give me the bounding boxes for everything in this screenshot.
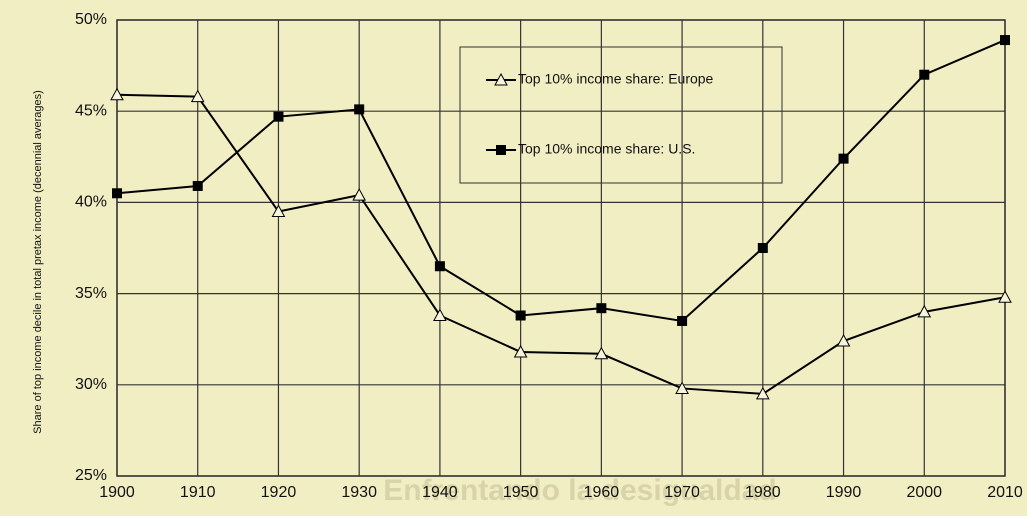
x-tick-label: 2010 bbox=[987, 484, 1023, 501]
legend-marker bbox=[496, 145, 506, 155]
x-tick-label: 1940 bbox=[422, 484, 458, 501]
marker bbox=[515, 310, 526, 321]
x-tick-label: 2000 bbox=[906, 484, 942, 501]
marker bbox=[271, 204, 286, 218]
marker bbox=[677, 315, 688, 326]
x-tick-label: 1900 bbox=[99, 484, 135, 501]
x-tick-label: 1990 bbox=[826, 484, 862, 501]
watermark: Enfrentando la desigualdad bbox=[383, 474, 776, 507]
marker bbox=[433, 308, 447, 321]
marker bbox=[354, 104, 365, 115]
marker bbox=[434, 261, 445, 272]
marker bbox=[919, 69, 930, 80]
marker bbox=[838, 153, 849, 164]
marker bbox=[836, 333, 851, 347]
x-tick-label: 1910 bbox=[180, 484, 216, 501]
marker bbox=[190, 89, 205, 103]
marker bbox=[596, 303, 607, 314]
y-tick-label: 50% bbox=[75, 11, 107, 28]
x-tick-label: 1950 bbox=[503, 484, 539, 501]
x-tick-label: 1980 bbox=[745, 484, 781, 501]
marker bbox=[110, 87, 124, 101]
marker bbox=[755, 386, 770, 400]
marker bbox=[192, 180, 203, 191]
y-tick-label: 25% bbox=[75, 467, 107, 484]
marker bbox=[917, 304, 932, 318]
marker bbox=[594, 346, 609, 360]
x-tick-label: 1960 bbox=[584, 484, 620, 501]
x-tick-label: 1930 bbox=[341, 484, 377, 501]
y-tick-label: 30% bbox=[75, 376, 107, 393]
legend bbox=[459, 46, 783, 184]
legend-label: Top 10% income share: Europe bbox=[518, 71, 714, 87]
y-tick-label: 40% bbox=[75, 194, 107, 211]
marker bbox=[1000, 35, 1010, 46]
marker bbox=[998, 290, 1012, 303]
marker bbox=[352, 188, 367, 201]
y-axis-label: Share of top income decile in total pret… bbox=[32, 90, 44, 434]
x-tick-label: 1970 bbox=[664, 484, 700, 501]
series-line bbox=[116, 39, 1006, 323]
series-line bbox=[116, 93, 1006, 395]
legend-label: Top 10% income share: U.S. bbox=[518, 141, 695, 157]
x-tick-label: 1920 bbox=[261, 484, 297, 501]
y-tick-label: 45% bbox=[75, 102, 107, 119]
marker bbox=[675, 381, 689, 394]
y-tick-label: 35% bbox=[75, 285, 107, 302]
marker bbox=[273, 111, 284, 122]
marker bbox=[112, 188, 122, 199]
marker bbox=[757, 243, 768, 253]
legend-marker bbox=[494, 72, 508, 86]
marker bbox=[513, 344, 528, 358]
